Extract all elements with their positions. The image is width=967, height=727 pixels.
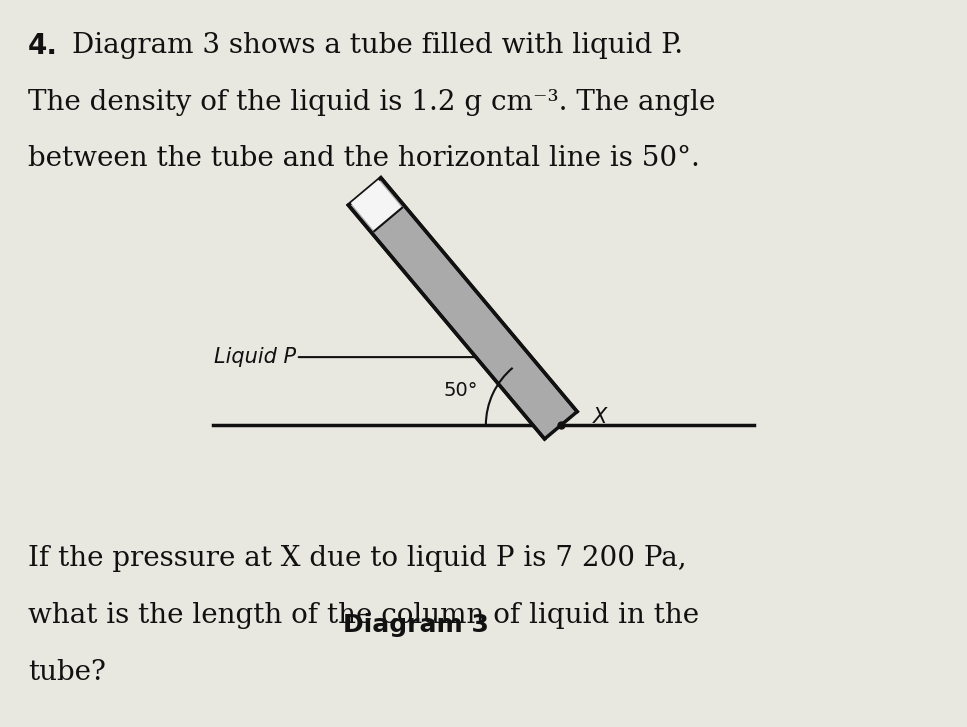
Text: 50°: 50°: [444, 381, 478, 400]
Text: The density of the liquid is 1.2 g cm⁻³. The angle: The density of the liquid is 1.2 g cm⁻³.…: [28, 89, 716, 116]
Polygon shape: [351, 180, 402, 231]
Text: what is the length of the column of liquid in the: what is the length of the column of liqu…: [28, 602, 699, 629]
Polygon shape: [348, 177, 577, 439]
Text: 4.: 4.: [28, 32, 58, 60]
Text: tube?: tube?: [28, 659, 105, 686]
Text: If the pressure at X due to liquid P is 7 200 Pa,: If the pressure at X due to liquid P is …: [28, 545, 687, 572]
Text: X: X: [593, 407, 607, 427]
Text: between the tube and the horizontal line is 50°.: between the tube and the horizontal line…: [28, 145, 700, 172]
Text: Diagram 3: Diagram 3: [343, 613, 488, 637]
Text: Diagram 3 shows a tube filled with liquid P.: Diagram 3 shows a tube filled with liqui…: [72, 32, 683, 59]
Text: Liquid P: Liquid P: [214, 347, 476, 367]
